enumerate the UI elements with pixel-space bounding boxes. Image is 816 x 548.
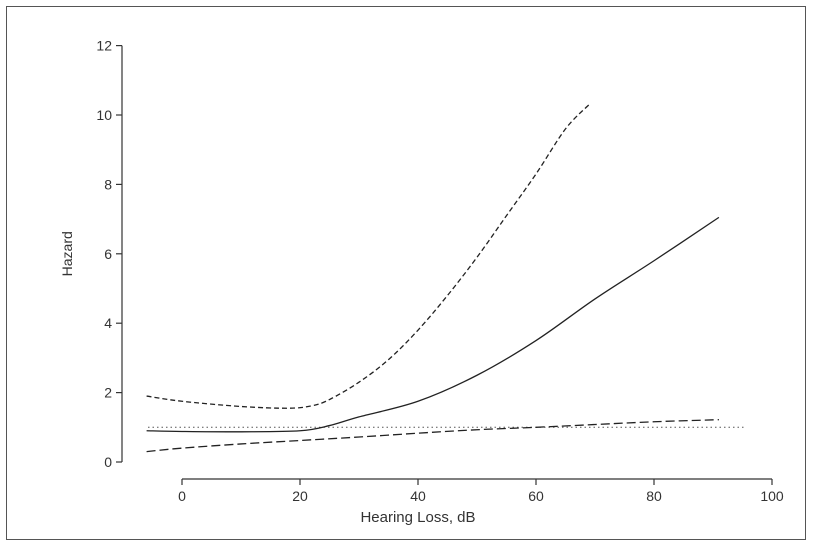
x-tick-label: 40: [410, 488, 426, 504]
y-tick-label: 0: [104, 454, 112, 470]
x-tick-label: 100: [760, 488, 784, 504]
x-tick-label: 0: [178, 488, 186, 504]
series-line-upper-ci: [146, 104, 590, 409]
series-line-estimate: [146, 216, 720, 433]
y-tick-label: 8: [104, 176, 112, 192]
chart-marks: [146, 104, 746, 453]
y-axis-title: Hazard: [59, 231, 75, 276]
y-tick-label: 6: [104, 246, 112, 262]
chart-frame: [6, 6, 806, 540]
axes: 0 2 4 6 8 10 12 0 20 40 60 80 100: [96, 38, 783, 504]
y-tick-label: 2: [104, 385, 112, 401]
x-tick-label: 20: [292, 488, 308, 504]
x-tick-label: 60: [528, 488, 544, 504]
series-line-lower-ci: [146, 419, 719, 453]
y-tick-label: 4: [104, 315, 112, 331]
x-axis-title: Hearing Loss, dB: [360, 509, 475, 526]
x-tick-label: 80: [646, 488, 662, 504]
y-tick-label: 12: [96, 38, 112, 54]
y-tick-label: 10: [96, 107, 112, 123]
